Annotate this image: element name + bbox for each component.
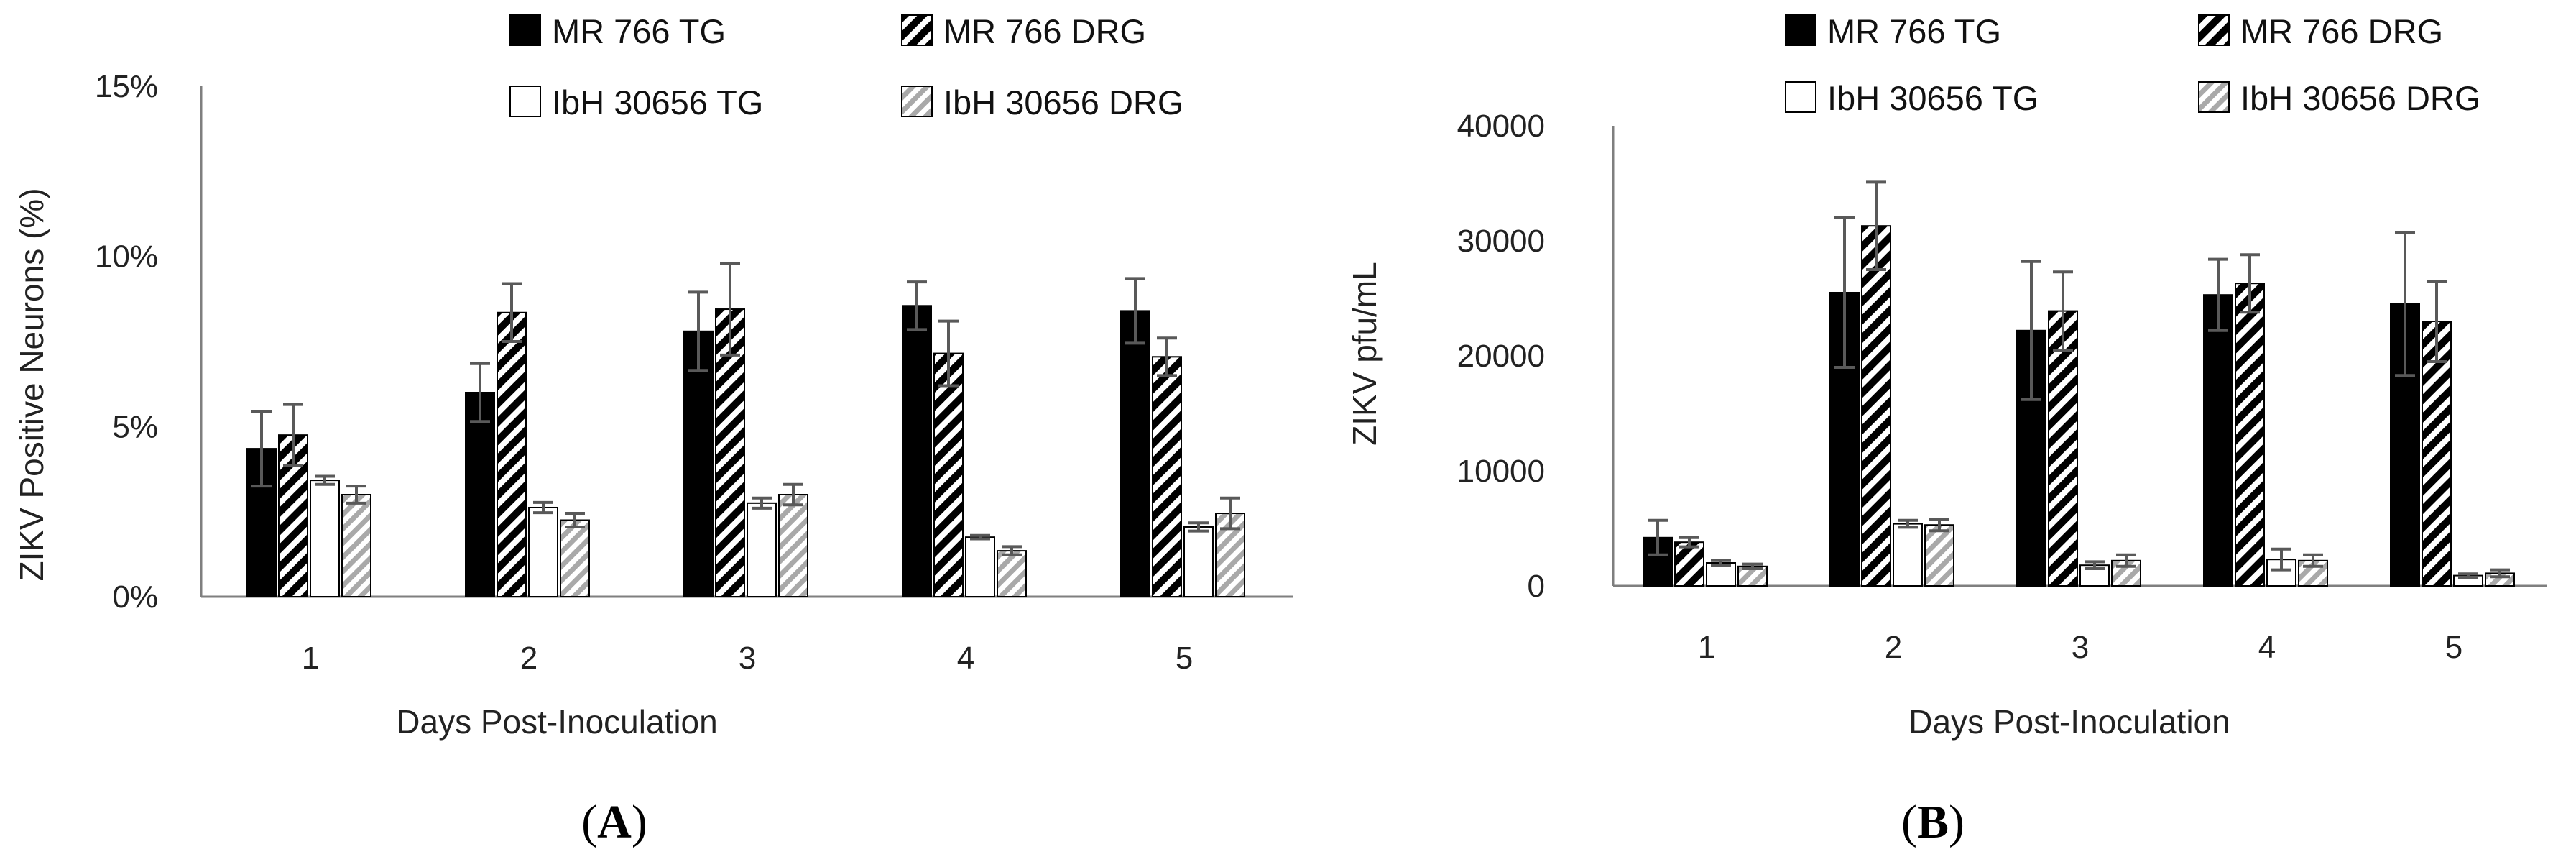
bar-mr766-drg xyxy=(715,308,745,597)
y-tick-labels: 0% 5% 10% 15% xyxy=(95,69,158,615)
y-axis-title: ZIKV pfu/mL xyxy=(1346,262,1383,446)
x-tick-labels: 1 2 3 4 5 xyxy=(302,641,1193,676)
legend-swatch-mr766-drg xyxy=(2198,14,2230,46)
x-tick-label: 4 xyxy=(957,641,974,676)
legend-swatch-ibh30656-tg xyxy=(509,86,541,117)
y-tick-labels: 0 10000 20000 30000 40000 xyxy=(1457,109,1545,604)
bar-mr766-tg xyxy=(465,392,495,597)
legend-label-ibh30656-tg: IbH 30656 TG xyxy=(552,83,763,121)
bar-ibh30656-drg xyxy=(560,519,590,597)
x-tick-label: 1 xyxy=(1698,630,1715,665)
bar-ibh30656-tg xyxy=(1893,523,1923,587)
legend-label-ibh30656-drg: IbH 30656 DRG xyxy=(943,83,1183,121)
bar-mr766-drg xyxy=(1152,356,1182,597)
y-tick-label: 10% xyxy=(95,239,158,275)
y-tick-label: 30000 xyxy=(1457,224,1545,259)
bar-ibh30656-tg xyxy=(1706,562,1736,587)
bar-ibh30656-tg xyxy=(1183,526,1214,598)
y-tick-label: 0 xyxy=(1528,569,1545,604)
legend-swatch-ibh30656-drg xyxy=(2198,81,2230,113)
legend-label-mr766-drg: MR 766 DRG xyxy=(943,12,1146,50)
x-axis-title: Days Post-Inoculation xyxy=(396,703,717,741)
legend: MR 766 TG MR 766 DRG IbH 30656 TG IbH 30… xyxy=(509,12,1183,121)
y-tick-label: 40000 xyxy=(1457,109,1545,144)
bars xyxy=(1643,225,2515,587)
y-tick-label: 15% xyxy=(95,69,158,104)
x-tick-label: 2 xyxy=(520,641,537,676)
y-tick-label: 20000 xyxy=(1457,339,1545,374)
bar-ibh30656-drg xyxy=(997,550,1027,597)
bar-ibh30656-drg xyxy=(1924,524,1954,587)
bar-mr766-drg xyxy=(2422,321,2452,587)
x-axis-title: Days Post-Inoculation xyxy=(1908,703,2230,741)
bar-mr766-tg xyxy=(902,305,932,597)
bar-ibh30656-drg xyxy=(778,494,808,597)
y-tick-label: 10000 xyxy=(1457,454,1545,489)
x-tick-label: 3 xyxy=(739,641,756,676)
chart-panel-b: MR 766 TG MR 766 DRG IbH 30656 TG IbH 30… xyxy=(1346,12,2547,848)
bar-mr766-tg xyxy=(2203,294,2233,587)
legend-label-mr766-drg: MR 766 DRG xyxy=(2240,12,2443,50)
x-tick-label: 5 xyxy=(1176,641,1193,676)
bar-mr766-tg xyxy=(1829,292,1860,587)
legend-label-mr766-tg: MR 766 TG xyxy=(1827,12,2001,50)
bar-ibh30656-tg xyxy=(310,480,340,597)
panel-label-b: (B) xyxy=(1901,796,1965,848)
error-bars xyxy=(1648,180,2510,579)
bars xyxy=(246,305,1245,598)
legend-label-mr766-tg: MR 766 TG xyxy=(552,12,726,50)
bar-mr766-drg xyxy=(2235,283,2265,587)
error-bars xyxy=(251,262,1240,556)
x-tick-label: 1 xyxy=(302,641,319,676)
bar-mr766-drg xyxy=(497,311,527,597)
x-tick-label: 2 xyxy=(1885,630,1902,665)
legend-swatch-ibh30656-drg xyxy=(901,86,933,117)
y-axis-title: ZIKV Positive Neurons (%) xyxy=(13,188,50,581)
x-tick-labels: 1 2 3 4 5 xyxy=(1698,630,2462,665)
bar-mr766-tg xyxy=(683,330,714,597)
bar-ibh30656-tg xyxy=(747,502,777,597)
x-tick-label: 3 xyxy=(2072,630,2089,665)
x-tick-label: 4 xyxy=(2258,630,2276,665)
bar-ibh30656-drg xyxy=(341,494,371,597)
bar-mr766-drg xyxy=(933,352,964,597)
legend-swatch-ibh30656-tg xyxy=(1785,81,1816,113)
y-tick-label: 0% xyxy=(112,579,158,615)
bar-ibh30656-tg xyxy=(528,506,558,598)
bar-mr766-drg xyxy=(1674,541,1704,587)
legend-swatch-mr766-tg xyxy=(509,14,541,46)
bar-mr766-drg xyxy=(1861,225,1891,587)
panel-label-a: (A) xyxy=(581,796,647,848)
bar-mr766-drg xyxy=(2048,310,2078,587)
chart-panel-a: MR 766 TG MR 766 DRG IbH 30656 TG IbH 30… xyxy=(13,12,1293,848)
x-tick-label: 5 xyxy=(2445,630,2462,665)
legend-label-ibh30656-drg: IbH 30656 DRG xyxy=(2240,79,2480,117)
legend: MR 766 TG MR 766 DRG IbH 30656 TG IbH 30… xyxy=(1785,12,2480,117)
bar-mr766-tg xyxy=(1120,310,1150,597)
y-tick-label: 5% xyxy=(112,409,158,444)
legend-swatch-mr766-drg xyxy=(901,14,933,46)
legend-label-ibh30656-tg: IbH 30656 TG xyxy=(1827,79,2039,117)
legend-swatch-mr766-tg xyxy=(1785,14,1816,46)
bar-ibh30656-tg xyxy=(965,536,995,598)
